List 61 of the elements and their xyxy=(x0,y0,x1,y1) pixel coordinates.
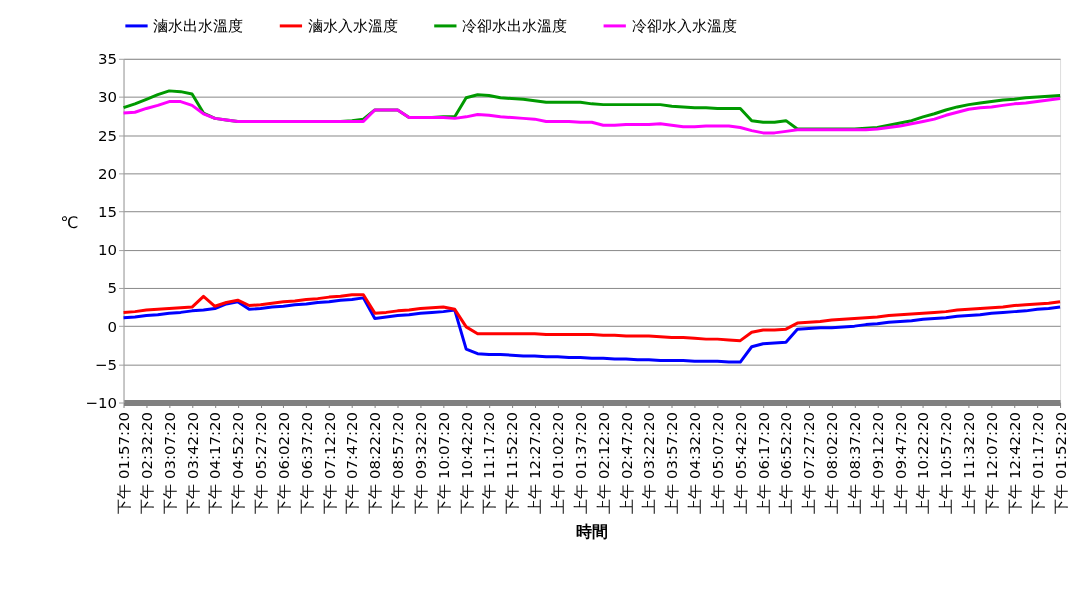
x-tick-label: 下午 08:22:20 xyxy=(366,411,385,514)
x-tick-label: 上午 12:27:20 xyxy=(526,411,545,514)
line-series xyxy=(122,296,1062,364)
line-series xyxy=(122,97,1062,135)
x-tick-label: 下午 10:42:20 xyxy=(457,411,476,514)
x-tick-label: 下午 06:02:20 xyxy=(274,411,293,514)
x-tick-label: 下午 03:07:20 xyxy=(160,411,179,514)
x-tick-label: 下午 03:42:20 xyxy=(183,411,202,514)
x-tick-label: 下午 01:17:20 xyxy=(1028,411,1047,514)
x-tick-label: 下午 09:32:20 xyxy=(411,411,430,514)
x-tick-label: 下午 10:07:20 xyxy=(434,411,453,514)
y-tick-label: 10 xyxy=(98,241,118,260)
x-tick-label: 上午 11:32:20 xyxy=(960,411,979,514)
legend-label: 滷水出水溫度 xyxy=(153,16,244,35)
y-tick-label: −10 xyxy=(85,394,118,412)
x-tick-label: 下午 11:17:20 xyxy=(480,411,499,514)
x-tick-label: 下午 08:57:20 xyxy=(389,411,408,514)
x-tick-label: 上午 02:47:20 xyxy=(617,411,636,514)
x-tick-label: 下午 05:27:20 xyxy=(252,411,271,514)
y-tick-label: 35 xyxy=(98,50,118,69)
x-tick-label: 下午 04:52:20 xyxy=(229,411,248,514)
x-tick-label: 下午 01:57:20 xyxy=(115,411,134,514)
y-tick-label: 20 xyxy=(98,164,118,183)
x-tick-label: 下午 12:42:20 xyxy=(1005,411,1024,514)
x-tick-label: 下午 04:17:20 xyxy=(206,411,225,514)
y-tick-label: 15 xyxy=(98,203,118,222)
x-tick-label: 上午 03:57:20 xyxy=(663,411,682,514)
legend-label: 滷水入水溫度 xyxy=(307,16,398,35)
x-tick-label: 下午 12:07:20 xyxy=(983,411,1002,514)
y-tick-label: 0 xyxy=(107,317,118,336)
x-tick-label: 下午 02:32:20 xyxy=(137,411,156,514)
x-tick-label: 上午 09:47:20 xyxy=(891,411,910,514)
x-tick-label: 上午 05:42:20 xyxy=(731,411,750,514)
y-tick-label: 5 xyxy=(107,279,118,298)
x-axis-title: 時間 xyxy=(576,521,609,541)
x-tick-label: 上午 06:52:20 xyxy=(777,411,796,514)
x-tick-label: 上午 01:37:20 xyxy=(571,411,590,514)
x-tick-label: 上午 08:02:20 xyxy=(823,411,842,514)
x-tick-label: 上午 01:02:20 xyxy=(549,411,568,514)
y-tick-label: −5 xyxy=(95,355,118,374)
y-tick-label: 30 xyxy=(98,88,118,107)
y-tick-label: 25 xyxy=(98,126,118,145)
x-tick-label: 上午 09:12:20 xyxy=(868,411,887,514)
x-tick-label: 下午 07:47:20 xyxy=(343,411,362,514)
x-tick-label: 上午 03:22:20 xyxy=(640,411,659,514)
x-tick-label: 上午 07:27:20 xyxy=(800,411,819,514)
x-tick-label: 下午 07:12:20 xyxy=(320,411,339,514)
x-tick-label: 上午 10:22:20 xyxy=(914,411,933,514)
legend-label: 冷卻水入水溫度 xyxy=(631,16,737,35)
x-tick-label: 上午 10:57:20 xyxy=(937,411,956,514)
x-tick-label: 上午 06:17:20 xyxy=(754,411,773,514)
x-tick-label: 下午 06:37:20 xyxy=(297,411,316,514)
x-tick-label: 上午 02:12:20 xyxy=(594,411,613,514)
y-axis-title: ℃ xyxy=(60,212,79,232)
x-tick-label: 下午 01:52:20 xyxy=(1051,411,1070,514)
x-tick-label: 上午 05:07:20 xyxy=(708,411,727,514)
line-series xyxy=(122,293,1062,343)
x-tick-label: 下午 11:52:20 xyxy=(503,411,522,514)
x-tick-label: 上午 04:32:20 xyxy=(686,411,705,514)
x-tick-label: 上午 08:37:20 xyxy=(845,411,864,514)
legend-label: 冷卻水出水溫度 xyxy=(462,16,568,35)
